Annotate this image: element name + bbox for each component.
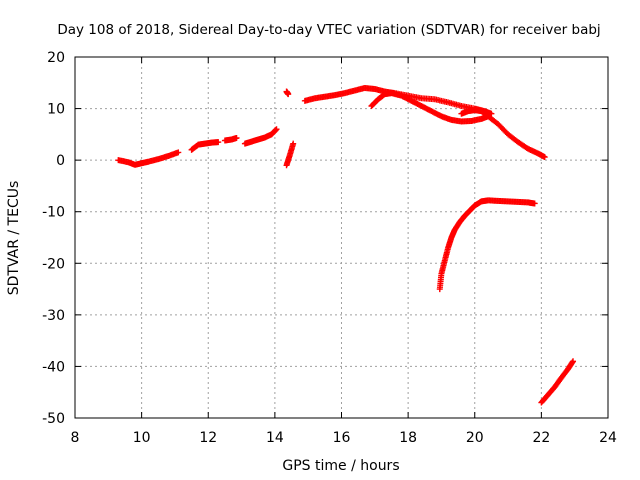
tick-layer: 8 10 12 14 16 18 20 22 24 20 10 0 -10 -20 -30 -40 -50 [42, 50, 617, 446]
series-seg-b [188, 139, 222, 153]
x-tick-label: 10 [133, 430, 151, 446]
x-tick-label: 12 [199, 430, 217, 446]
data-point [290, 140, 297, 147]
x-tick-label: 20 [466, 430, 484, 446]
series-seg-k [538, 358, 577, 406]
series-layer [115, 84, 577, 406]
grid-layer [75, 57, 608, 418]
data-point [570, 358, 577, 365]
y-tick-label: -50 [42, 411, 65, 427]
y-tick-label: 20 [47, 50, 65, 66]
y-tick-label: 10 [47, 102, 65, 118]
data-point [531, 200, 538, 207]
series-seg-f [283, 140, 297, 169]
series-seg-e [283, 88, 292, 98]
y-tick-label: -20 [42, 256, 65, 272]
x-tick-label: 22 [532, 430, 550, 446]
x-axis-label: GPS time / hours [282, 458, 399, 474]
y-axis-label: SDTVAR / TECUs [6, 181, 22, 296]
series-seg-d [241, 126, 280, 147]
x-tick-label: 14 [266, 430, 284, 446]
x-tick-label: 16 [333, 430, 351, 446]
data-point [273, 126, 280, 133]
x-tick-label: 24 [599, 430, 617, 446]
series-seg-h [368, 90, 492, 125]
data-point [285, 91, 292, 98]
data-point [541, 154, 548, 161]
x-tick-label: 8 [71, 430, 80, 446]
data-point [233, 134, 240, 141]
y-tick-label: -30 [42, 308, 65, 324]
x-tick-label: 18 [399, 430, 417, 446]
y-tick-label: -10 [42, 205, 65, 221]
data-point [215, 139, 222, 146]
chart-title: Day 108 of 2018, Sidereal Day-to-day VTE… [57, 22, 600, 38]
y-tick-label: 0 [56, 153, 65, 169]
y-tick-label: -40 [42, 359, 65, 375]
data-point [488, 110, 495, 117]
series-seg-a [115, 149, 182, 168]
series-seg-j [436, 197, 538, 293]
series-seg-c [221, 134, 240, 144]
series-seg-i [458, 107, 548, 161]
data-point [175, 149, 182, 156]
